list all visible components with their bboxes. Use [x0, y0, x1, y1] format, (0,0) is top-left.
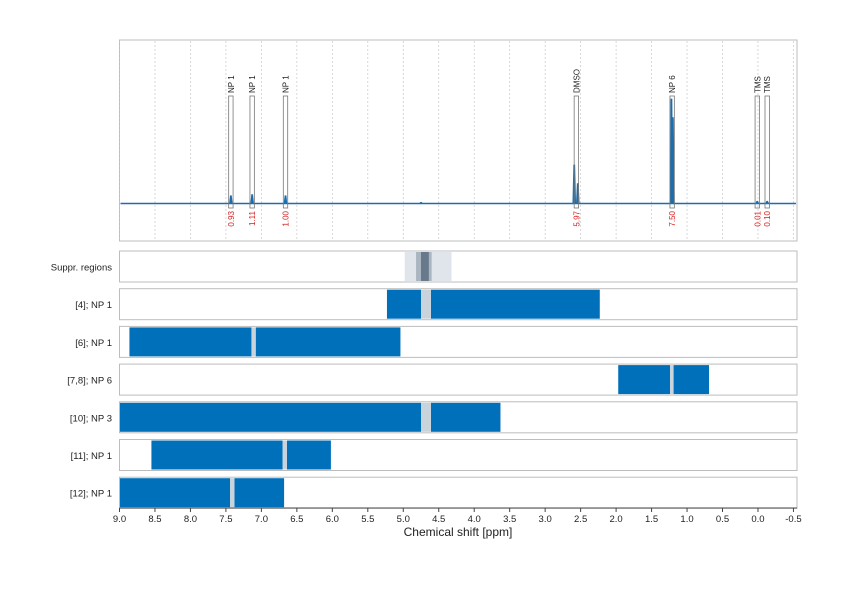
suppressed-core: [421, 252, 429, 281]
x-tick-label: 2.5: [574, 514, 587, 525]
integral-value: 0.01: [753, 210, 762, 226]
peak-label: NP 1: [248, 75, 257, 93]
peak-marker: [573, 95, 579, 209]
peak-label: TMS: [763, 76, 772, 93]
row-label: [6]; NP 1: [75, 338, 112, 349]
region-gap: [251, 327, 256, 357]
region-gap: [421, 402, 431, 432]
x-tick-label: 3.0: [539, 514, 552, 525]
region-bar: [151, 440, 283, 470]
x-tick-label: 5.5: [361, 514, 374, 525]
region-bar: [618, 365, 671, 395]
region-bar: [286, 440, 331, 470]
spectrum-peak: [755, 200, 760, 204]
row-label: [10]; NP 3: [70, 413, 112, 424]
x-tick-label: 8.5: [148, 514, 161, 525]
region-gap: [670, 365, 674, 395]
peak-label: NP 1: [227, 75, 236, 93]
row-label: Suppr. regions: [51, 263, 113, 274]
peak-marker: [249, 95, 255, 209]
region-rows: Suppr. regions [4]; NP 1 [6]; NP 1 [7,8]; N…: [51, 250, 798, 509]
x-tick-label: 6.0: [326, 514, 339, 525]
row-label: [7,8]; NP 6: [67, 376, 112, 387]
region-gap: [421, 289, 431, 319]
x-tick-label: 3.5: [503, 514, 516, 525]
row-label: [4]; NP 1: [75, 300, 112, 311]
spectrum-peak: [419, 201, 423, 204]
x-tick-label: 5.0: [397, 514, 410, 525]
integral-value: 0.93: [227, 210, 236, 226]
x-tick-label: 7.5: [219, 514, 232, 525]
x-tick-label: 7.0: [255, 514, 268, 525]
integral-value: 1.11: [248, 210, 257, 226]
peak-marker: [754, 95, 760, 209]
x-axis: 9.0 8.5 8.0 7.5 7.0 6.5 6.0 5.5 5.0 4.5 4.0 3.5 3.0 2…: [113, 507, 802, 525]
x-tick-label: 0.5: [716, 514, 729, 525]
spectrum-peak: [283, 195, 288, 204]
spectrum-frame: [119, 39, 798, 242]
x-tick-label: 1.0: [680, 514, 693, 525]
integral-value: 7.50: [668, 210, 677, 226]
peak-label: NP 6: [668, 75, 677, 93]
peak-label: DMSO: [572, 69, 581, 93]
region-bar: [386, 289, 422, 319]
spectrum-peak: [671, 117, 675, 204]
integral-value: 1.00: [282, 210, 291, 226]
region-bar: [673, 365, 710, 395]
peak-marker: [764, 95, 770, 209]
x-tick-label: 2.0: [609, 514, 622, 525]
region-bar: [430, 289, 600, 319]
peak-label: TMS: [753, 76, 762, 93]
peak-marker: [228, 95, 234, 209]
region-gap: [230, 478, 235, 508]
spectrum-peak: [250, 194, 254, 204]
x-tick-label: 8.0: [184, 514, 197, 525]
row-label: [11]; NP 1: [71, 451, 112, 462]
spectrum-panel: NP 1 0.93 NP 1 1.11 NP 1 1.00 DMSO 5.97 NP 6 7.50…: [119, 39, 798, 242]
region-bar: [120, 478, 231, 508]
spectrum-peak: [765, 200, 769, 204]
peak-marker: [282, 95, 289, 209]
x-tick-label: -0.5: [785, 514, 801, 525]
integral-value: 0.10: [763, 210, 772, 226]
region-bar: [234, 478, 285, 508]
x-tick-label: 4.0: [468, 514, 481, 525]
suppressed-regions-frame: [119, 250, 798, 283]
region-bar: [120, 402, 422, 432]
x-axis-label: Chemical shift [ppm]: [404, 525, 513, 539]
spectrum-peak: [229, 195, 233, 204]
row-label: [12]; NP 1: [70, 489, 112, 500]
x-tick-label: 4.5: [432, 514, 445, 525]
x-tick-label: 1.5: [645, 514, 658, 525]
peak-marker: [669, 95, 675, 209]
region-bar: [129, 327, 252, 357]
x-tick-label: 0.0: [751, 514, 764, 525]
x-tick-label: 6.5: [290, 514, 303, 525]
region-gap: [282, 440, 287, 470]
integral-value: 5.97: [572, 210, 581, 226]
peak-label: NP 1: [282, 75, 291, 93]
region-bar: [430, 402, 501, 432]
x-tick-label: 9.0: [113, 514, 126, 525]
region-bar: [255, 327, 401, 357]
